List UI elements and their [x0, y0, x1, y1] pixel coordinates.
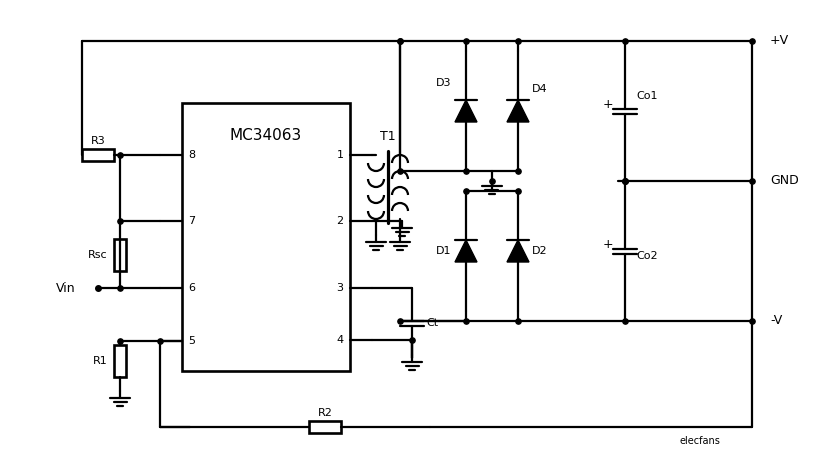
- Text: Rsc: Rsc: [88, 250, 108, 259]
- Text: 7: 7: [189, 216, 195, 226]
- Text: D4: D4: [532, 84, 548, 94]
- Text: R3: R3: [91, 136, 105, 146]
- Text: 4: 4: [336, 335, 344, 345]
- Bar: [82, 149, 114, 161]
- Bar: [114, 345, 126, 377]
- Text: -V: -V: [770, 314, 782, 328]
- Text: Ct: Ct: [426, 318, 438, 328]
- Text: T1: T1: [380, 130, 396, 144]
- Text: D2: D2: [532, 246, 548, 256]
- Text: 5: 5: [189, 336, 195, 346]
- Polygon shape: [455, 100, 477, 122]
- Text: elecfans: elecfans: [679, 436, 720, 446]
- Polygon shape: [507, 100, 529, 122]
- Text: 6: 6: [189, 283, 195, 293]
- Polygon shape: [455, 240, 477, 262]
- Text: 8: 8: [189, 150, 195, 160]
- Text: Co1: Co1: [636, 91, 658, 101]
- Text: 3: 3: [336, 283, 344, 293]
- Text: +: +: [602, 238, 613, 251]
- Text: 1: 1: [336, 150, 344, 160]
- Text: Vin: Vin: [56, 281, 76, 295]
- Text: R2: R2: [317, 408, 332, 418]
- Text: 2: 2: [336, 216, 344, 226]
- Polygon shape: [507, 240, 529, 262]
- Text: MC34063: MC34063: [230, 128, 302, 142]
- Text: +: +: [602, 98, 613, 111]
- Bar: [182, 103, 350, 371]
- Text: +V: +V: [770, 34, 789, 47]
- Text: D3: D3: [436, 78, 452, 88]
- Bar: [114, 239, 126, 270]
- Text: D1: D1: [436, 246, 452, 256]
- Text: R1: R1: [92, 356, 107, 366]
- Bar: [309, 421, 341, 433]
- Text: GND: GND: [770, 174, 798, 187]
- Text: Co2: Co2: [636, 251, 658, 261]
